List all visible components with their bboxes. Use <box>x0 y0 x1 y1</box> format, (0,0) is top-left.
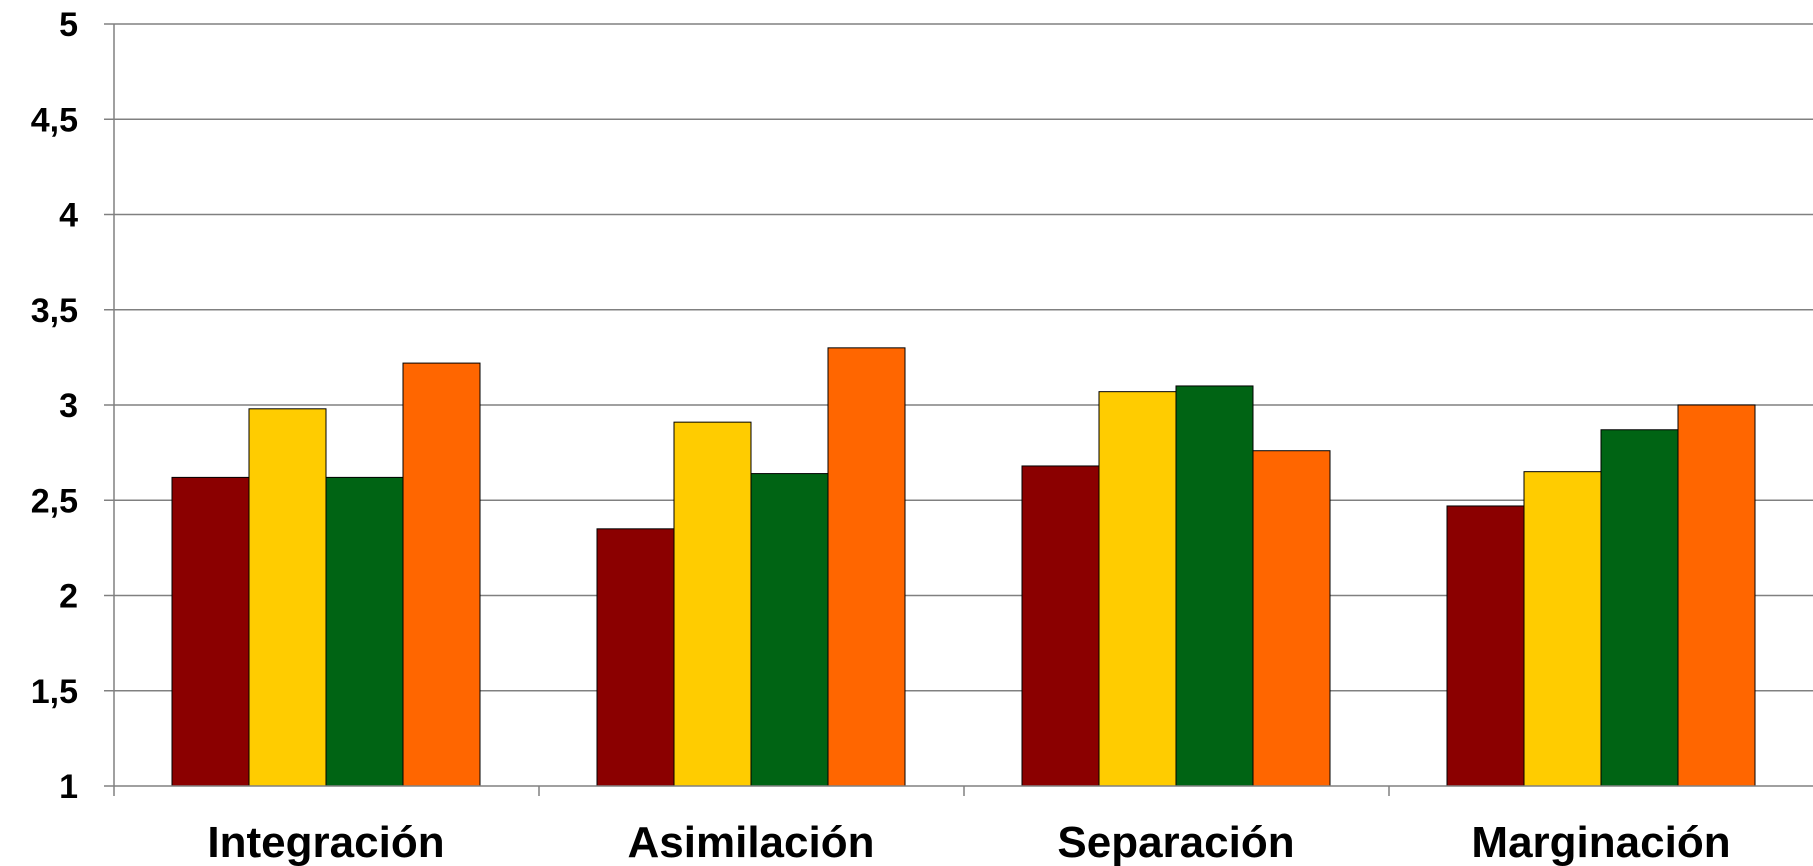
y-tick-label: 4,5 <box>31 101 78 139</box>
x-category-labels: Integración Asimilación Separación Marginac… <box>207 818 1730 866</box>
bar <box>1523 471 1602 787</box>
y-tick-label: 1 <box>59 768 78 806</box>
x-category-label: Separación <box>1057 818 1294 866</box>
bar <box>827 347 906 787</box>
bar <box>1677 404 1756 787</box>
x-category-label: Marginación <box>1471 818 1730 866</box>
bar <box>596 528 675 787</box>
bar <box>1252 450 1331 787</box>
bar <box>1600 429 1679 787</box>
y-tick-labels: 1 1,5 2 2,5 3 3,5 4 4,5 5 <box>31 6 78 806</box>
axes <box>104 23 1813 796</box>
bar <box>325 476 404 787</box>
bar <box>750 473 829 787</box>
y-tick-label: 3 <box>59 387 78 425</box>
x-category-label: Integración <box>207 818 444 866</box>
y-tick-label: 4 <box>59 197 78 235</box>
y-tick-label: 2,5 <box>31 482 78 520</box>
y-tick-label: 5 <box>59 6 78 44</box>
bar <box>1098 391 1177 787</box>
bar <box>673 421 752 787</box>
y-tick-label: 2 <box>59 578 78 616</box>
y-tick-label: 1,5 <box>31 673 78 711</box>
x-category-label: Asimilación <box>628 818 875 866</box>
bar <box>402 362 481 787</box>
y-tick-label: 3,5 <box>31 292 78 330</box>
bar <box>1021 465 1100 787</box>
bar <box>248 408 327 787</box>
bar <box>1175 385 1254 787</box>
bars <box>171 347 1756 787</box>
bar <box>171 476 250 787</box>
bar <box>1446 505 1525 787</box>
